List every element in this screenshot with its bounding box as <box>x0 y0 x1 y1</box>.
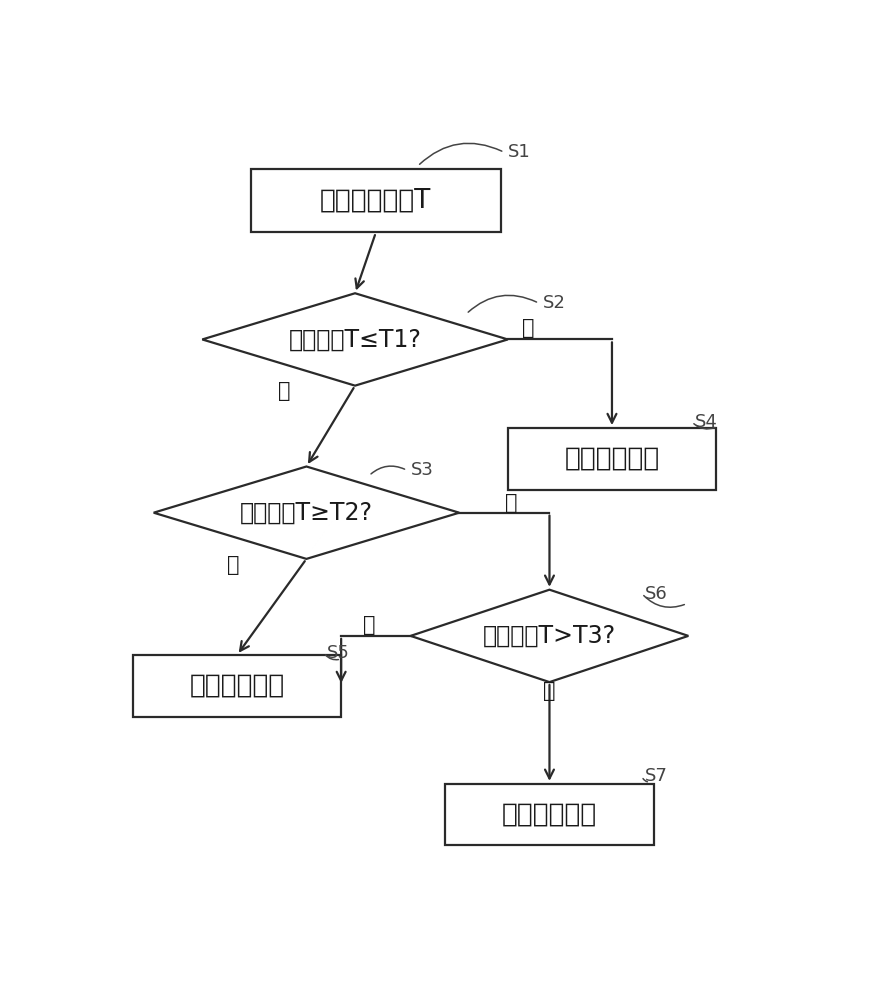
Polygon shape <box>410 590 688 682</box>
Text: 否: 否 <box>363 615 375 635</box>
Text: 是: 是 <box>278 381 290 401</box>
FancyBboxPatch shape <box>133 655 341 717</box>
Text: 否: 否 <box>505 493 518 513</box>
Text: 高温冷却模式: 高温冷却模式 <box>564 446 659 472</box>
Text: S3: S3 <box>410 461 434 479</box>
Text: 环境温度T≤T1?: 环境温度T≤T1? <box>289 327 421 351</box>
FancyBboxPatch shape <box>508 428 716 490</box>
Text: S5: S5 <box>327 644 350 662</box>
Text: 是: 是 <box>228 555 240 575</box>
FancyBboxPatch shape <box>445 784 654 845</box>
Polygon shape <box>202 293 508 386</box>
FancyBboxPatch shape <box>251 169 501 232</box>
Text: S1: S1 <box>508 143 530 161</box>
Text: S4: S4 <box>695 413 719 431</box>
Text: S2: S2 <box>543 294 565 312</box>
Text: 通常冷却模式: 通常冷却模式 <box>189 673 285 699</box>
Text: 环境温度T>T3?: 环境温度T>T3? <box>483 624 616 648</box>
Text: 否: 否 <box>522 318 535 338</box>
Text: 是: 是 <box>543 681 556 701</box>
Text: S7: S7 <box>645 767 668 785</box>
Polygon shape <box>154 466 460 559</box>
Text: S6: S6 <box>645 585 668 603</box>
Text: 环境温度T≥T2?: 环境温度T≥T2? <box>240 501 373 525</box>
Text: 检测环境温度T: 检测环境温度T <box>320 188 432 214</box>
Text: 低温散热模式: 低温散热模式 <box>502 802 597 828</box>
